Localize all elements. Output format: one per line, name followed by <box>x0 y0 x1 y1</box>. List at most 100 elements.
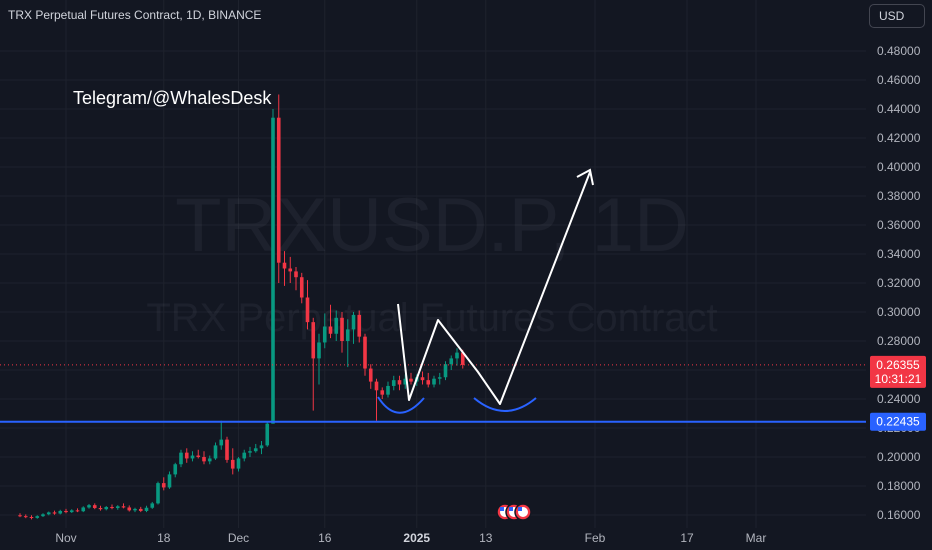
cup-right[interactable] <box>473 397 537 412</box>
watermark: TRXUSD.P, 1D TRX Perpetual Futures Contr… <box>146 183 717 340</box>
chart-title: TRX Perpetual Futures Contract, 1D, BINA… <box>8 8 262 22</box>
candle-body <box>299 277 304 298</box>
candle-body <box>18 515 22 517</box>
candle-body <box>161 483 166 488</box>
candle-body <box>305 297 310 323</box>
candle-body <box>75 510 80 512</box>
candle-body <box>455 352 459 359</box>
x-tick-label: 16 <box>318 531 332 545</box>
x-axis[interactable]: Nov 18 Dec 16 2025 13 Feb 17 Mar <box>55 531 766 545</box>
candle-body <box>265 423 270 446</box>
candle-body <box>403 378 408 385</box>
candle-body <box>420 377 425 381</box>
price-lines <box>0 364 866 423</box>
x-tick-label: 17 <box>680 531 694 545</box>
candle-body <box>236 458 241 469</box>
candle-body <box>259 445 264 449</box>
cup-left[interactable] <box>377 396 425 414</box>
candle-body <box>81 507 86 512</box>
candle-body <box>115 506 120 509</box>
y-tick-label: 0.18000 <box>877 479 921 493</box>
candle-body <box>46 512 51 515</box>
candle-body <box>58 510 63 514</box>
candle-body <box>98 508 103 510</box>
candle-body <box>133 508 137 511</box>
y-tick-label: 0.48000 <box>877 44 921 58</box>
candle-body <box>409 378 413 382</box>
candle-body <box>357 314 362 337</box>
candle-body <box>345 329 350 341</box>
y-tick-label: 0.24000 <box>877 392 921 406</box>
y-tick-label: 0.42000 <box>877 131 921 145</box>
projection-arrowhead <box>576 168 594 186</box>
candle-body <box>271 117 275 424</box>
x-tick-label: 13 <box>479 531 493 545</box>
level-price-label: 0.22435 <box>876 415 920 429</box>
candle-body <box>317 342 321 359</box>
x-tick-label: 2025 <box>403 531 430 545</box>
candle-body <box>213 445 218 459</box>
candle-body <box>173 464 178 475</box>
candle-body <box>52 512 57 514</box>
candle-body <box>363 336 367 369</box>
candle-body <box>64 510 68 513</box>
event-markers[interactable] <box>496 503 532 521</box>
currency-button[interactable]: USD <box>869 4 925 28</box>
x-tick-label: Mar <box>746 531 767 545</box>
candle-body <box>150 503 155 508</box>
candle-body <box>437 377 442 379</box>
candle-body <box>144 507 149 511</box>
candle-body <box>432 378 436 385</box>
last-price-label: 0.26355 <box>876 358 920 372</box>
marker-flag-canton <box>518 507 522 511</box>
watermark-name: TRX Perpetual Futures Contract <box>146 296 717 340</box>
candle-body <box>219 439 224 446</box>
countdown-label: 10:31:21 <box>875 372 922 386</box>
y-tick-label: 0.30000 <box>877 305 921 319</box>
candle-body <box>230 459 235 469</box>
candle-body <box>104 507 109 510</box>
candle-body <box>41 514 45 517</box>
y-tick-label: 0.44000 <box>877 102 921 116</box>
candle-body <box>242 452 247 459</box>
y-axis[interactable]: 0.48000 0.46000 0.44000 0.42000 0.40000 0.380… <box>877 44 921 522</box>
candle-body <box>311 322 316 359</box>
candle-body <box>29 517 34 519</box>
candle-body <box>351 314 356 330</box>
x-tick-label: Nov <box>55 531 76 545</box>
x-tick-label: Dec <box>228 531 249 545</box>
candle-body <box>196 455 201 457</box>
candle-body <box>110 507 114 509</box>
candle-body <box>334 317 339 334</box>
candle-body <box>443 364 448 378</box>
watermark-symbol: TRXUSD.P, 1D <box>175 183 689 268</box>
candle-body <box>397 380 402 385</box>
y-tick-label: 0.38000 <box>877 189 921 203</box>
candle-body <box>288 268 293 272</box>
x-tick-label: 18 <box>157 531 171 545</box>
candle-body <box>386 385 390 395</box>
drawings[interactable]: Telegram/@WhalesDesk <box>73 88 594 414</box>
y-tick-label: 0.16000 <box>877 508 921 522</box>
candle-body <box>69 510 74 513</box>
candle-body <box>368 368 373 382</box>
candle-body <box>156 483 160 504</box>
candle-body <box>23 516 28 518</box>
candle-body <box>282 262 287 269</box>
projection-path[interactable] <box>397 171 591 405</box>
annotation-text[interactable]: Telegram/@WhalesDesk <box>73 88 272 108</box>
y-tick-label: 0.34000 <box>877 247 921 261</box>
y-tick-label: 0.32000 <box>877 276 921 290</box>
candle-body <box>426 380 431 385</box>
y-tick-label: 0.46000 <box>877 73 921 87</box>
candle-body <box>374 381 379 391</box>
grid <box>0 0 866 528</box>
candle-body <box>92 505 97 509</box>
candle-body <box>207 458 212 462</box>
candle-body <box>276 117 281 263</box>
y-tick-label: 0.36000 <box>877 218 921 232</box>
candle-body <box>380 390 385 395</box>
candle-body <box>253 448 258 452</box>
